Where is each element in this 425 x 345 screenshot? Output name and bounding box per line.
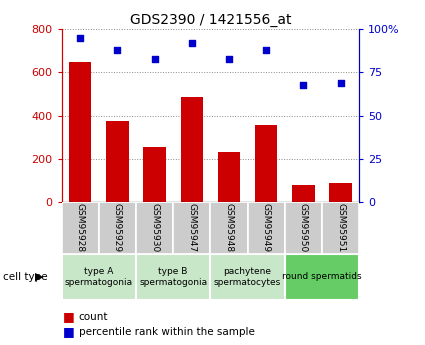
Point	[151, 56, 158, 61]
Point	[77, 35, 84, 41]
Bar	[69, 62, 91, 202]
Bar	[210, 254, 285, 300]
Bar	[285, 254, 359, 300]
Text: count: count	[79, 312, 108, 322]
Bar	[136, 202, 173, 254]
Text: GSM95930: GSM95930	[150, 203, 159, 252]
Title: GDS2390 / 1421556_at: GDS2390 / 1421556_at	[130, 13, 291, 27]
Point	[300, 82, 307, 87]
Bar	[136, 254, 210, 300]
Point	[337, 80, 344, 86]
Point	[188, 40, 195, 46]
Bar	[106, 121, 128, 202]
Point	[263, 47, 269, 53]
Text: percentile rank within the sample: percentile rank within the sample	[79, 327, 255, 337]
Text: GSM95949: GSM95949	[262, 203, 271, 252]
Text: pachytene
spermatocytes: pachytene spermatocytes	[214, 267, 281, 287]
Bar	[210, 202, 247, 254]
Text: cell type: cell type	[3, 272, 48, 282]
Bar	[292, 185, 314, 202]
Bar	[99, 202, 136, 254]
Bar	[329, 184, 351, 202]
Bar	[247, 202, 285, 254]
Text: ■: ■	[63, 310, 75, 323]
Text: GSM95951: GSM95951	[336, 203, 345, 252]
Bar	[62, 254, 136, 300]
Text: GSM95948: GSM95948	[224, 203, 233, 252]
Text: type B
spermatogonia: type B spermatogonia	[139, 267, 207, 287]
Bar	[173, 202, 210, 254]
Text: GSM95929: GSM95929	[113, 203, 122, 252]
Bar	[285, 202, 322, 254]
Text: GSM95950: GSM95950	[299, 203, 308, 252]
Text: GSM95928: GSM95928	[76, 203, 85, 252]
Bar	[255, 125, 277, 202]
Text: ■: ■	[63, 325, 75, 338]
Text: round spermatids: round spermatids	[282, 272, 362, 282]
Bar	[62, 202, 99, 254]
Bar	[218, 152, 240, 202]
Point	[226, 56, 232, 61]
Text: GSM95947: GSM95947	[187, 203, 196, 252]
Bar	[322, 202, 359, 254]
Bar	[181, 97, 203, 202]
Text: type A
spermatogonia: type A spermatogonia	[65, 267, 133, 287]
Text: ▶: ▶	[35, 272, 44, 282]
Point	[114, 47, 121, 53]
Bar	[143, 147, 166, 202]
